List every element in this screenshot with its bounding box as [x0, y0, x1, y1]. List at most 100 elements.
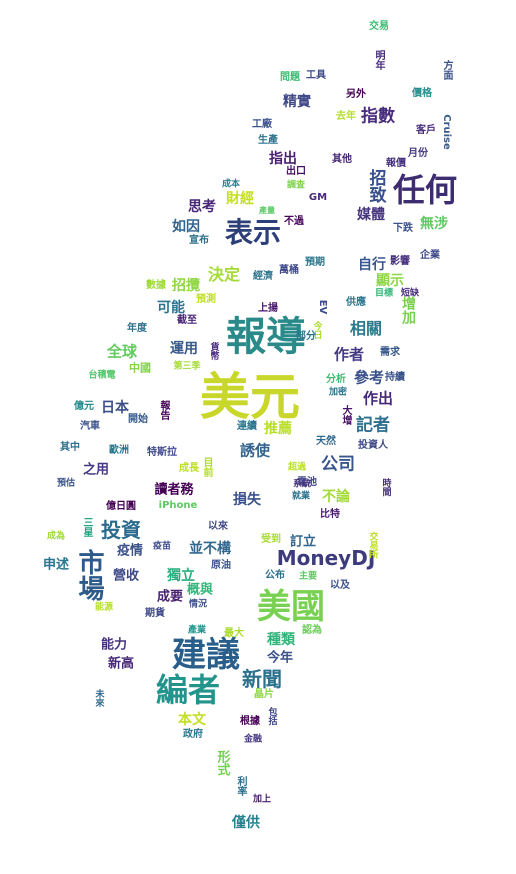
word-104: 報告	[158, 400, 169, 420]
word-16: 相關	[349, 319, 383, 338]
word-148: 加上	[252, 794, 272, 805]
word-79: 預期	[305, 257, 325, 268]
word-62: 另外	[346, 89, 366, 100]
word-139: 最大	[224, 628, 244, 639]
word-89: EV	[317, 299, 328, 315]
word-77: 下跌	[393, 223, 413, 234]
word-76: 不過	[284, 216, 304, 227]
word-6: 美國	[257, 587, 325, 627]
word-1: 報導	[226, 314, 306, 360]
word-40: 之用	[82, 462, 110, 478]
word-55: 僅供	[232, 815, 260, 831]
word-24: 可能	[157, 300, 185, 316]
word-54: 形式	[214, 750, 230, 776]
word-21: 全球	[106, 342, 138, 361]
word-80: 影響	[390, 256, 410, 267]
word-47: 今年	[266, 650, 294, 666]
word-123: iPhone	[158, 500, 198, 511]
word-134: 以及	[330, 580, 350, 591]
word-51: 疫情	[116, 543, 144, 559]
word-63: 去年	[336, 111, 356, 122]
word-110: 投資人	[358, 440, 388, 451]
word-83: 萬桶	[279, 265, 299, 276]
word-36: 推薦	[264, 421, 292, 437]
word-75: 產量	[259, 206, 275, 215]
word-66: Cruise	[441, 114, 452, 150]
word-38: 損失	[233, 492, 261, 508]
word-7: 市場	[74, 549, 104, 601]
word-11: 公司	[321, 454, 355, 475]
word-146: 金融	[243, 734, 263, 745]
word-64: 工廠	[252, 119, 272, 130]
word-34: 顯示	[376, 273, 404, 289]
word-109: 天然	[316, 436, 336, 447]
word-124: 比特	[320, 509, 340, 520]
word-19: 作出	[362, 389, 394, 408]
word-88: 上揚	[258, 303, 278, 314]
word-122: 億日圓	[106, 501, 136, 512]
word-147: 利率	[235, 776, 246, 796]
word-31: 精實	[283, 94, 311, 110]
word-20: 誘使	[239, 441, 271, 460]
word-41: 並不構	[189, 541, 231, 557]
word-8: MoneyDJ	[276, 546, 376, 570]
word-39: 不論	[322, 489, 350, 505]
word-115: 目前	[201, 457, 212, 477]
word-22: 日本	[101, 400, 129, 416]
word-94: 年度	[127, 323, 147, 334]
word-25: 招攬	[172, 278, 200, 294]
word-81: 企業	[420, 250, 440, 261]
word-142: 未來	[93, 689, 104, 707]
word-3: 表示	[224, 216, 282, 249]
word-118: 時間	[380, 478, 391, 496]
word-92: 今日	[311, 321, 322, 339]
word-144: 包括	[266, 707, 277, 725]
word-102: 加密	[328, 387, 348, 398]
word-111: 其中	[60, 442, 80, 453]
word-48: 能力	[100, 637, 128, 653]
word-96: 需求	[380, 347, 400, 358]
word-27: 思考	[188, 199, 216, 215]
word-95: 貨幣	[208, 342, 219, 360]
word-107: 大增	[340, 405, 351, 425]
word-9: 新聞	[242, 667, 282, 691]
word-0: 美元	[200, 368, 300, 426]
word-2: 任何	[392, 171, 458, 209]
word-140: 認為	[302, 625, 322, 636]
word-12: 記者	[356, 415, 390, 436]
word-130: 受到	[261, 534, 281, 545]
word-99: 台積電	[88, 370, 116, 381]
word-44: 成要	[156, 589, 184, 605]
word-98: 第三季	[173, 361, 201, 372]
word-46: 種類	[267, 632, 295, 648]
word-33: 自行	[358, 257, 386, 273]
word-43: 獨立	[167, 568, 195, 584]
word-50: 營收	[112, 568, 140, 584]
word-59: 工具	[306, 70, 326, 81]
word-58: 方面	[441, 60, 452, 80]
word-71: 報價	[386, 158, 406, 169]
word-57: 明年	[373, 50, 384, 70]
word-23: 運用	[170, 341, 198, 357]
word-67: 生產	[258, 135, 278, 146]
word-103: 億元	[74, 401, 94, 412]
word-106: 開始	[128, 414, 148, 425]
word-53: 本文	[178, 712, 206, 728]
word-101: 持續	[385, 372, 405, 383]
word-15: 決定	[207, 265, 241, 284]
word-114: 成長	[179, 463, 199, 474]
word-13: 指數	[361, 106, 395, 127]
word-141: 晶片	[254, 689, 274, 700]
word-30: 無涉	[420, 216, 448, 232]
word-69: 出口	[286, 166, 306, 177]
word-143: 根據	[240, 716, 260, 727]
word-28: 財經	[226, 191, 254, 207]
word-4: 建議	[172, 635, 240, 675]
word-56: 交易	[369, 21, 389, 32]
word-14: 招致	[365, 169, 386, 203]
word-32: 指出	[269, 151, 297, 167]
word-17: 作者	[333, 345, 365, 364]
word-113: 特斯拉	[147, 447, 177, 458]
word-136: 期貨	[145, 608, 165, 619]
